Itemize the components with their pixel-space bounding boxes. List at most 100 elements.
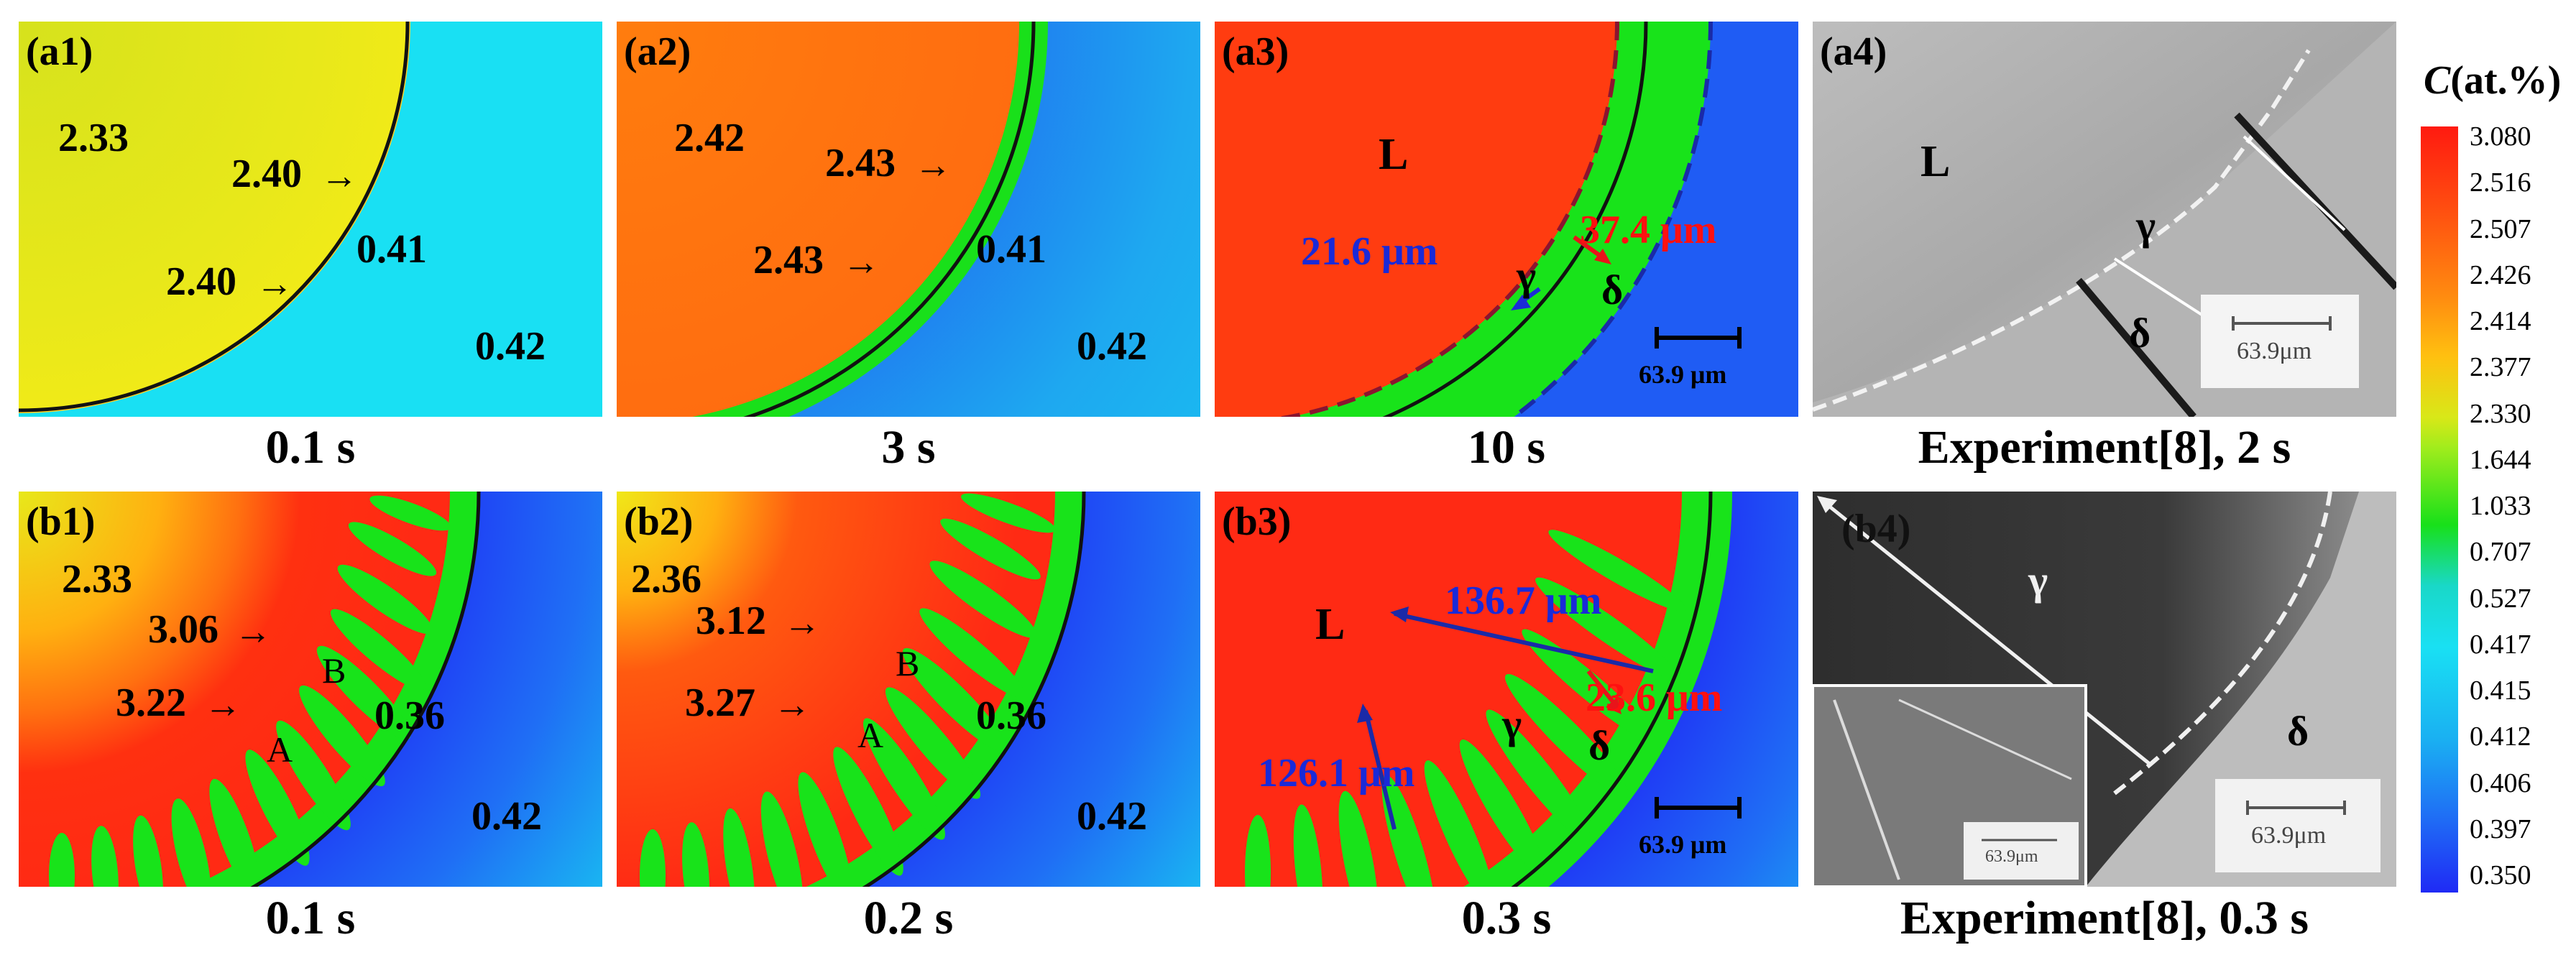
delta-label: δ	[1588, 722, 1611, 769]
colorbar-tick-label: 0.415	[2470, 675, 2531, 706]
value-a: 3.27	[685, 681, 755, 725]
dendrite-arms	[1245, 530, 1686, 887]
scale-label: 63.9 μm	[1639, 360, 1727, 389]
value-a: 3.22	[116, 681, 186, 725]
gamma-label: γ	[2028, 557, 2048, 604]
value-b: 3.12	[696, 599, 766, 643]
distance-red: 37.4 μm	[1580, 208, 1717, 252]
delta-label: δ	[2287, 708, 2309, 755]
panel-tag: (a1)	[26, 29, 93, 74]
interface-value: 2.40	[166, 259, 236, 304]
dendrite-arms	[49, 495, 451, 887]
scale-label: 63.9μm	[2237, 338, 2312, 364]
panel-b2: (b2) 2.36 3.12 → B 3.27 → A 0.36 0.42	[617, 492, 1200, 887]
colorbar-tick-label: 0.397	[2470, 813, 2531, 844]
liquid-value: 2.42	[674, 116, 745, 160]
caption-b1: 0.1 s	[265, 892, 356, 944]
arrow-a: →	[773, 685, 811, 726]
marker-a: A	[857, 715, 884, 755]
interface-arrow: →	[914, 145, 952, 186]
panel-tag: (b3)	[1222, 499, 1292, 544]
arrow-b: →	[783, 603, 821, 644]
distance-left: 126.1 μm	[1258, 751, 1415, 796]
gamma-label: γ	[1517, 252, 1537, 299]
colorbar-tick-label: 2.330	[2470, 398, 2531, 429]
dendrite-arms	[640, 493, 1056, 887]
caption-a2: 3 s	[881, 421, 936, 474]
interface-arrow: →	[321, 156, 358, 197]
panel-a1: (a1) 2.33 2.40 → 2.40 → 0.41 0.42	[19, 22, 602, 417]
caption-a1: 0.1 s	[265, 421, 356, 474]
panel-tag: (b4)	[1841, 507, 1911, 551]
colorbar-tick-label: 1.644	[2470, 444, 2531, 475]
colorbar-tick-label: 0.417	[2470, 629, 2531, 660]
colorbar-tick-label: 0.406	[2470, 767, 2531, 798]
marker-b: B	[896, 643, 920, 683]
panel-tag: (a3)	[1222, 29, 1289, 74]
value-b: 3.06	[148, 607, 218, 652]
delta-near-value: 0.41	[356, 227, 427, 272]
gamma-label: γ	[1502, 701, 1522, 747]
colorbar-tick-label: 0.707	[2470, 537, 2531, 568]
gamma-label: γ	[2136, 202, 2156, 249]
colorbar-tick-label: 2.516	[2470, 167, 2531, 198]
liquid-label: L	[1315, 600, 1346, 649]
colorbar-tick-label: 3.080	[2470, 121, 2531, 152]
delta-far-value: 0.42	[1077, 324, 1147, 369]
colorbar-symbol: C	[2424, 58, 2451, 103]
distance-top: 136.7 μm	[1445, 578, 1602, 623]
delta-label: δ	[2129, 310, 2151, 356]
colorbar-tick-label: 1.033	[2470, 491, 2531, 521]
delta-near-value: 0.36	[374, 693, 445, 738]
colorbar-tick-label: 0.412	[2470, 721, 2531, 752]
interface-arrow: →	[842, 242, 880, 283]
liquid-label: L	[1920, 137, 1951, 186]
caption-b4: Experiment[8], 0.3 s	[1900, 892, 2309, 944]
panel-tag: (a4)	[1820, 29, 1887, 74]
panel-b3: (b3) L 136.7 μm 23.6 μm γ δ 126.1 μm 63.…	[1215, 492, 1798, 887]
panel-b4: (b4) γ δ 63.9μm 63.9μm	[1813, 492, 2396, 887]
distance-red: 23.6 μm	[1586, 675, 1723, 720]
interface-value: 2.43	[825, 141, 896, 185]
caption-a3: 10 s	[1467, 421, 1546, 474]
colorbar-tick-label: 2.414	[2470, 306, 2531, 336]
caption-b3: 0.3 s	[1461, 892, 1552, 944]
arrow-a: →	[204, 685, 242, 726]
liquid-label: L	[1379, 130, 1409, 179]
liquid-value: 2.33	[62, 557, 132, 601]
scale-label-small: 63.9μm	[1985, 847, 2038, 866]
marker-b: B	[322, 650, 346, 691]
delta-far-value: 0.42	[1077, 794, 1147, 839]
interface-value: 2.43	[753, 238, 824, 282]
panel-tag: (b2)	[624, 499, 694, 544]
interface-arrow: →	[256, 264, 293, 305]
caption-b2: 0.2 s	[863, 892, 954, 944]
colorbar-title: C(at.%)	[2424, 57, 2561, 103]
panel-tag: (a2)	[624, 29, 691, 74]
colorbar-tick-label: 2.377	[2470, 352, 2531, 383]
delta-near-value: 0.36	[976, 693, 1046, 738]
distance-blue: 21.6 μm	[1301, 229, 1438, 274]
arrow-b: →	[234, 612, 272, 652]
panel-a3: (a3) L 21.6 μm 37.4 μm γ δ 63.9 μm	[1215, 22, 1798, 417]
delta-near-value: 0.41	[976, 227, 1046, 272]
interface-value: 2.40	[231, 152, 302, 196]
delta-far-value: 0.42	[475, 324, 546, 369]
caption-a4: Experiment[8], 2 s	[1918, 421, 2291, 474]
marker-a: A	[267, 729, 293, 770]
colorbar-unit: (at.%)	[2450, 58, 2562, 103]
colorbar-tick-label: 0.527	[2470, 583, 2531, 614]
delta-label: δ	[1601, 267, 1624, 313]
colorbar	[2421, 126, 2458, 893]
panel-a2: (a2) 2.42 2.43 → 2.43 → 0.41 0.42	[617, 22, 1200, 417]
panel-tag: (b1)	[26, 499, 96, 544]
scale-label: 63.9 μm	[1639, 830, 1727, 859]
liquid-value: 2.36	[631, 557, 702, 601]
delta-far-value: 0.42	[472, 794, 542, 839]
liquid-value: 2.33	[58, 116, 129, 160]
scale-label: 63.9μm	[2251, 822, 2327, 849]
colorbar-tick-label: 2.426	[2470, 259, 2531, 290]
panel-a4: (a4) L γ δ 63.9μm	[1813, 22, 2396, 417]
colorbar-tick-label: 2.507	[2470, 213, 2531, 244]
panel-b1: (b1) 2.33 3.06 → B 3.22 → A 0.36 0.42	[19, 492, 602, 887]
